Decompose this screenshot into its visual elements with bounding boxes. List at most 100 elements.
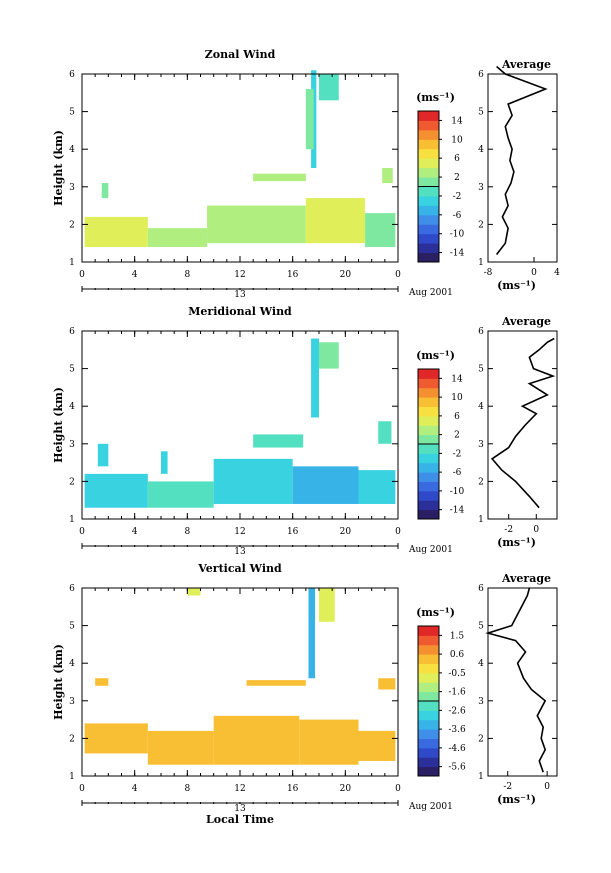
x-tick-label: 16 bbox=[287, 527, 299, 537]
y-tick-label: 4 bbox=[69, 145, 75, 155]
profile-y-tick-label: 4 bbox=[478, 145, 484, 155]
profile-unit: (ms⁻¹) bbox=[497, 793, 536, 806]
colorbar-unit: (ms⁻¹) bbox=[416, 91, 455, 104]
colorbar-tick-label: 2 bbox=[454, 431, 460, 441]
heatmap-cell bbox=[246, 680, 306, 686]
x-tick-label: 16 bbox=[287, 270, 299, 280]
colorbar-segment bbox=[418, 490, 439, 501]
heatmap-cell bbox=[299, 719, 359, 765]
colorbar-tick-label: 2 bbox=[454, 173, 460, 183]
profile-frame bbox=[487, 330, 558, 520]
heatmap-cell bbox=[358, 470, 396, 504]
y-tick-label: 5 bbox=[69, 622, 75, 632]
profile-frame bbox=[487, 587, 558, 777]
y-tick-label: 1 bbox=[69, 258, 75, 268]
colorbar-unit: (ms⁻¹) bbox=[416, 349, 455, 362]
y-tick-label: 2 bbox=[69, 734, 75, 744]
colorbar-segment bbox=[418, 148, 439, 159]
colorbar-segment bbox=[418, 205, 439, 216]
date-label: 13 bbox=[234, 804, 246, 814]
colorbar-tick-label: -2 bbox=[453, 449, 462, 459]
heatmap-cell bbox=[378, 678, 396, 690]
date-label: 13 bbox=[234, 290, 246, 300]
colorbar-segment bbox=[418, 406, 439, 417]
colorbar-segment bbox=[418, 738, 439, 749]
colorbar-tick-label: 10 bbox=[451, 135, 463, 145]
profile-y-tick-label: 3 bbox=[478, 183, 484, 193]
colorbar-segment bbox=[418, 378, 439, 389]
profile-y-tick-label: 5 bbox=[478, 108, 484, 118]
heatmap-cell bbox=[101, 183, 109, 199]
y-tick-label: 4 bbox=[69, 659, 75, 669]
colorbar-tick-label: 14 bbox=[451, 116, 463, 126]
colorbar-segment bbox=[418, 472, 439, 482]
heatmap-cell bbox=[319, 588, 335, 622]
x-tick-label: 0 bbox=[395, 270, 401, 280]
colorbar-unit: (ms⁻¹) bbox=[416, 606, 455, 619]
panel-title: Zonal Wind bbox=[205, 48, 276, 61]
heatmap-cell bbox=[213, 715, 300, 765]
heatmap-cells bbox=[84, 70, 396, 247]
heatmap-cell bbox=[253, 173, 306, 182]
heatmap-cell bbox=[84, 216, 148, 247]
colorbar-tick-label: -10 bbox=[450, 487, 465, 497]
colorbar-segment bbox=[418, 397, 439, 407]
heatmap-cell bbox=[95, 678, 109, 686]
x-tick-label: 20 bbox=[340, 784, 352, 794]
date-label: 13 bbox=[234, 547, 246, 557]
profile-y-tick-label: 2 bbox=[478, 477, 484, 487]
heatmap-cell bbox=[147, 228, 208, 247]
heatmap-cells bbox=[84, 588, 396, 765]
heatmap-cell bbox=[365, 213, 396, 247]
profile-y-tick-label: 6 bbox=[478, 70, 484, 80]
colorbar-segment bbox=[418, 186, 439, 197]
colorbar-segment bbox=[418, 509, 439, 520]
colorbar-segment bbox=[418, 158, 439, 169]
month-label: Aug 2001 bbox=[408, 802, 453, 812]
heatmap-cell bbox=[319, 342, 339, 369]
profile-y-tick-label: 2 bbox=[478, 734, 484, 744]
x-tick-label: 0 bbox=[79, 270, 85, 280]
profile-x-tick-label: 0 bbox=[531, 268, 537, 278]
y-axis-label: Height (km) bbox=[52, 387, 65, 463]
y-tick-label: 6 bbox=[69, 584, 75, 594]
colorbar-segment bbox=[418, 434, 439, 445]
heatmap-cell bbox=[382, 168, 393, 184]
colorbar-segment bbox=[418, 701, 439, 711]
profile-line bbox=[495, 65, 548, 255]
x-tick-label: 4 bbox=[132, 784, 138, 794]
profile-y-tick-label: 6 bbox=[478, 327, 484, 337]
x-axis-label-local-time: Local Time bbox=[206, 813, 274, 826]
heatmap-cell bbox=[147, 481, 214, 508]
profile-x-tick-label: -8 bbox=[484, 268, 493, 278]
colorbar-segment bbox=[418, 481, 439, 492]
profile-y-tick-label: 1 bbox=[478, 772, 484, 782]
heatmap-cell bbox=[84, 723, 148, 754]
x-tick-label: 20 bbox=[340, 270, 352, 280]
colorbar-segment bbox=[418, 682, 439, 693]
profile-title: Average bbox=[501, 315, 551, 328]
x-tick-label: 8 bbox=[184, 784, 190, 794]
y-tick-label: 1 bbox=[69, 515, 75, 525]
colorbar-tick-label: -5.6 bbox=[448, 763, 466, 773]
y-tick-label: 3 bbox=[69, 440, 75, 450]
heatmap-cell bbox=[213, 458, 293, 504]
colorbar-tick-label: -3.6 bbox=[448, 725, 466, 735]
colorbar-segment bbox=[418, 233, 439, 244]
y-tick-label: 6 bbox=[69, 327, 75, 337]
heatmap-cell bbox=[305, 198, 366, 244]
colorbar-segment bbox=[418, 111, 439, 121]
x-tick-label: 16 bbox=[287, 784, 299, 794]
colorbar-segment bbox=[418, 177, 439, 187]
profile-y-tick-label: 3 bbox=[478, 697, 484, 707]
profile-y-tick-label: 4 bbox=[478, 402, 484, 412]
colorbar-tick-label: 14 bbox=[451, 374, 463, 384]
profile-title: Average bbox=[501, 58, 551, 71]
colorbar-segment bbox=[418, 415, 439, 426]
profile-unit: (ms⁻¹) bbox=[497, 536, 536, 549]
y-tick-label: 1 bbox=[69, 772, 75, 782]
profile-x-tick-label: 0 bbox=[533, 525, 539, 535]
heatmap-cell bbox=[187, 588, 201, 596]
